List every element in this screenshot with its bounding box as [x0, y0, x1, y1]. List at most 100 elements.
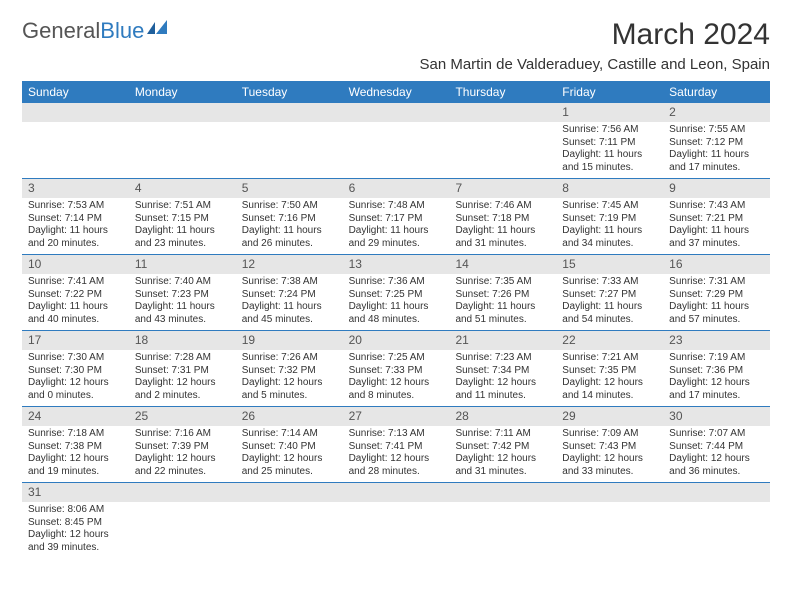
day-content: Sunrise: 7:36 AMSunset: 7:25 PMDaylight:… [343, 274, 450, 330]
sunrise-text: Sunrise: 7:18 AM [28, 428, 123, 441]
day-content: Sunrise: 7:09 AMSunset: 7:43 PMDaylight:… [556, 426, 663, 482]
daylight-text: Daylight: 11 hours and 20 minutes. [28, 225, 123, 250]
sunset-text: Sunset: 7:30 PM [28, 365, 123, 378]
sunset-text: Sunset: 7:31 PM [135, 365, 230, 378]
day-number: 7 [449, 179, 556, 198]
daylight-text: Daylight: 11 hours and 48 minutes. [349, 301, 444, 326]
sunset-text: Sunset: 7:32 PM [242, 365, 337, 378]
day-content: Sunrise: 7:55 AMSunset: 7:12 PMDaylight:… [663, 122, 770, 178]
day-cell: 20Sunrise: 7:25 AMSunset: 7:33 PMDayligh… [343, 331, 450, 406]
sunset-text: Sunset: 7:12 PM [669, 137, 764, 150]
daylight-text: Daylight: 11 hours and 23 minutes. [135, 225, 230, 250]
sunrise-text: Sunrise: 7:30 AM [28, 352, 123, 365]
day-number: 13 [343, 255, 450, 274]
sunrise-text: Sunrise: 7:21 AM [562, 352, 657, 365]
daylight-text: Daylight: 11 hours and 26 minutes. [242, 225, 337, 250]
day-content: Sunrise: 7:16 AMSunset: 7:39 PMDaylight:… [129, 426, 236, 482]
day-cell: 27Sunrise: 7:13 AMSunset: 7:41 PMDayligh… [343, 407, 450, 482]
daylight-text: Daylight: 12 hours and 33 minutes. [562, 453, 657, 478]
day-cell: 9Sunrise: 7:43 AMSunset: 7:21 PMDaylight… [663, 179, 770, 254]
day-cell: 2Sunrise: 7:55 AMSunset: 7:12 PMDaylight… [663, 103, 770, 178]
sunset-text: Sunset: 7:22 PM [28, 289, 123, 302]
day-cell: 1Sunrise: 7:56 AMSunset: 7:11 PMDaylight… [556, 103, 663, 178]
daylight-text: Daylight: 12 hours and 8 minutes. [349, 377, 444, 402]
sunrise-text: Sunrise: 7:31 AM [669, 276, 764, 289]
day-content: Sunrise: 7:28 AMSunset: 7:31 PMDaylight:… [129, 350, 236, 406]
daylight-text: Daylight: 11 hours and 57 minutes. [669, 301, 764, 326]
day-number: 15 [556, 255, 663, 274]
daylight-text: Daylight: 11 hours and 51 minutes. [455, 301, 550, 326]
day-content: Sunrise: 7:19 AMSunset: 7:36 PMDaylight:… [663, 350, 770, 406]
sunset-text: Sunset: 7:41 PM [349, 441, 444, 454]
day-cell: 17Sunrise: 7:30 AMSunset: 7:30 PMDayligh… [22, 331, 129, 406]
day-cell [22, 103, 129, 178]
day-content: Sunrise: 7:26 AMSunset: 7:32 PMDaylight:… [236, 350, 343, 406]
day-number: 27 [343, 407, 450, 426]
day-cell: 24Sunrise: 7:18 AMSunset: 7:38 PMDayligh… [22, 407, 129, 482]
day-number: 20 [343, 331, 450, 350]
day-cell: 12Sunrise: 7:38 AMSunset: 7:24 PMDayligh… [236, 255, 343, 330]
sunrise-text: Sunrise: 7:19 AM [669, 352, 764, 365]
empty-day-header [343, 483, 450, 502]
sunrise-text: Sunrise: 7:45 AM [562, 200, 657, 213]
weekday-header: Tuesday [236, 81, 343, 103]
sunset-text: Sunset: 7:19 PM [562, 213, 657, 226]
day-content: Sunrise: 7:41 AMSunset: 7:22 PMDaylight:… [22, 274, 129, 330]
day-number: 31 [22, 483, 129, 502]
empty-day-header [343, 103, 450, 122]
day-number: 6 [343, 179, 450, 198]
day-cell: 11Sunrise: 7:40 AMSunset: 7:23 PMDayligh… [129, 255, 236, 330]
day-number: 2 [663, 103, 770, 122]
day-cell [129, 103, 236, 178]
sunrise-text: Sunrise: 7:11 AM [455, 428, 550, 441]
daylight-text: Daylight: 11 hours and 40 minutes. [28, 301, 123, 326]
day-cell: 4Sunrise: 7:51 AMSunset: 7:15 PMDaylight… [129, 179, 236, 254]
day-number: 25 [129, 407, 236, 426]
daylight-text: Daylight: 11 hours and 45 minutes. [242, 301, 337, 326]
empty-day-header [449, 483, 556, 502]
title-block: March 2024 San Martin de Valderaduey, Ca… [419, 18, 770, 73]
sunrise-text: Sunrise: 7:13 AM [349, 428, 444, 441]
day-content: Sunrise: 7:11 AMSunset: 7:42 PMDaylight:… [449, 426, 556, 482]
weekday-header: Saturday [663, 81, 770, 103]
day-content: Sunrise: 7:33 AMSunset: 7:27 PMDaylight:… [556, 274, 663, 330]
empty-day-header [449, 103, 556, 122]
day-cell: 10Sunrise: 7:41 AMSunset: 7:22 PMDayligh… [22, 255, 129, 330]
sunrise-text: Sunrise: 7:50 AM [242, 200, 337, 213]
sunset-text: Sunset: 7:25 PM [349, 289, 444, 302]
week-row: 31Sunrise: 8:06 AMSunset: 8:45 PMDayligh… [22, 483, 770, 558]
day-number: 14 [449, 255, 556, 274]
day-cell: 6Sunrise: 7:48 AMSunset: 7:17 PMDaylight… [343, 179, 450, 254]
empty-day-header [663, 483, 770, 502]
weeks-container: 1Sunrise: 7:56 AMSunset: 7:11 PMDaylight… [22, 103, 770, 558]
daylight-text: Daylight: 12 hours and 25 minutes. [242, 453, 337, 478]
day-cell [663, 483, 770, 558]
sunset-text: Sunset: 7:27 PM [562, 289, 657, 302]
day-cell [343, 103, 450, 178]
day-cell [556, 483, 663, 558]
empty-day-header [236, 103, 343, 122]
sunrise-text: Sunrise: 7:28 AM [135, 352, 230, 365]
logo-text-blue: Blue [100, 18, 144, 44]
sunrise-text: Sunrise: 7:09 AM [562, 428, 657, 441]
empty-day-header [129, 483, 236, 502]
sunrise-text: Sunrise: 7:46 AM [455, 200, 550, 213]
sunset-text: Sunset: 7:35 PM [562, 365, 657, 378]
sunrise-text: Sunrise: 7:55 AM [669, 124, 764, 137]
week-row: 3Sunrise: 7:53 AMSunset: 7:14 PMDaylight… [22, 179, 770, 255]
day-number: 9 [663, 179, 770, 198]
day-cell: 19Sunrise: 7:26 AMSunset: 7:32 PMDayligh… [236, 331, 343, 406]
day-content: Sunrise: 7:35 AMSunset: 7:26 PMDaylight:… [449, 274, 556, 330]
sunrise-text: Sunrise: 7:40 AM [135, 276, 230, 289]
daylight-text: Daylight: 11 hours and 17 minutes. [669, 149, 764, 174]
logo-text-general: General [22, 18, 100, 44]
daylight-text: Daylight: 12 hours and 22 minutes. [135, 453, 230, 478]
daylight-text: Daylight: 12 hours and 31 minutes. [455, 453, 550, 478]
sunrise-text: Sunrise: 7:36 AM [349, 276, 444, 289]
day-cell: 23Sunrise: 7:19 AMSunset: 7:36 PMDayligh… [663, 331, 770, 406]
sunset-text: Sunset: 7:33 PM [349, 365, 444, 378]
sunset-text: Sunset: 7:11 PM [562, 137, 657, 150]
sunrise-text: Sunrise: 7:14 AM [242, 428, 337, 441]
sunrise-text: Sunrise: 7:51 AM [135, 200, 230, 213]
week-row: 10Sunrise: 7:41 AMSunset: 7:22 PMDayligh… [22, 255, 770, 331]
